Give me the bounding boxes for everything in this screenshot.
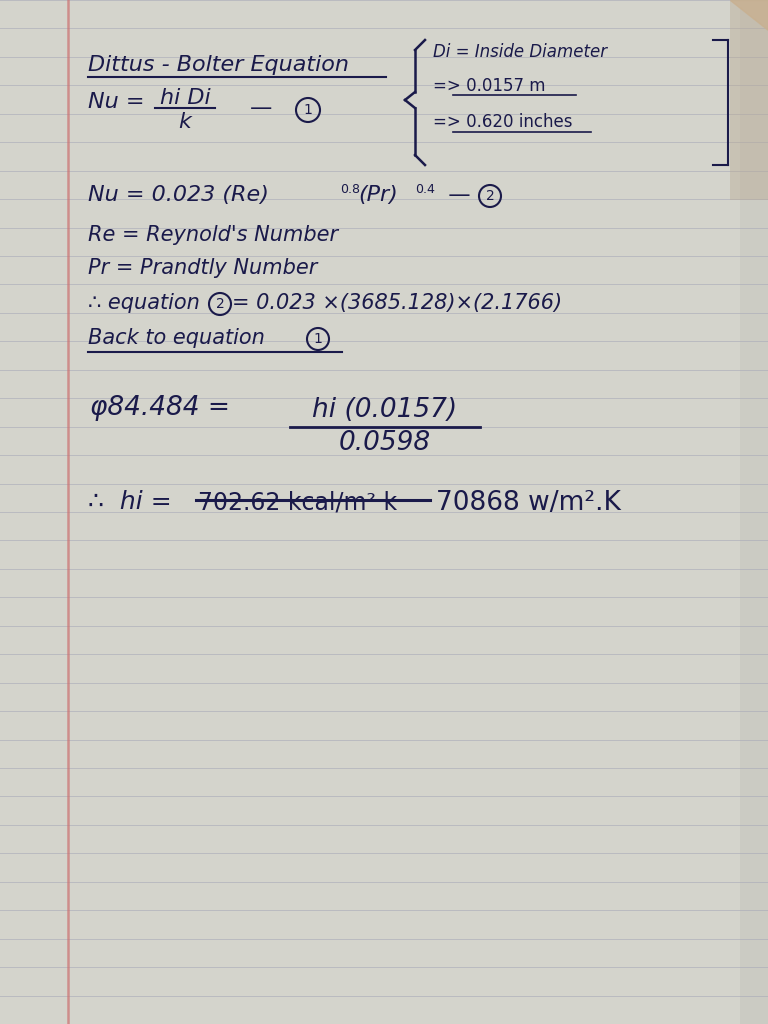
Bar: [0, 51, 768, 102]
Text: φ84.484 =: φ84.484 =: [90, 395, 230, 421]
Text: (Pr): (Pr): [358, 185, 398, 205]
Bar: [0, 922, 768, 973]
Text: 70868 w/m².K: 70868 w/m².K: [436, 490, 621, 516]
Bar: [0, 205, 768, 256]
Bar: [0, 768, 768, 819]
Text: => 0.0157 m: => 0.0157 m: [433, 77, 545, 95]
Bar: [730, 0, 768, 200]
Text: 0.4: 0.4: [415, 183, 435, 196]
Text: => 0.620 inches: => 0.620 inches: [433, 113, 572, 131]
Text: 1: 1: [313, 332, 323, 346]
Text: 0.0598: 0.0598: [339, 430, 431, 456]
Text: Dittus - Bolter Equation: Dittus - Bolter Equation: [88, 55, 349, 75]
Text: ∴ equation: ∴ equation: [88, 293, 200, 313]
Bar: [0, 563, 768, 614]
Bar: [0, 0, 768, 51]
Text: 2: 2: [216, 297, 224, 311]
Text: 702.62 kcal/m² k: 702.62 kcal/m² k: [198, 490, 397, 514]
Polygon shape: [730, 0, 768, 30]
Bar: [0, 102, 768, 154]
Bar: [0, 307, 768, 358]
Text: —: —: [434, 185, 471, 205]
Text: 1: 1: [303, 103, 313, 117]
Bar: [0, 358, 768, 410]
Bar: [0, 256, 768, 307]
Text: Back to equation: Back to equation: [88, 328, 265, 348]
Text: k: k: [179, 112, 191, 132]
Bar: [0, 666, 768, 717]
Text: hi Di: hi Di: [160, 88, 210, 108]
Bar: [0, 410, 768, 461]
Bar: [0, 614, 768, 666]
Text: Pr = Prandtly Number: Pr = Prandtly Number: [88, 258, 317, 278]
Bar: [0, 717, 768, 768]
Bar: [0, 154, 768, 205]
Text: ∴  hi =: ∴ hi =: [88, 490, 172, 514]
Bar: [0, 870, 768, 922]
Text: Di = Inside Diameter: Di = Inside Diameter: [433, 43, 607, 61]
Text: 2: 2: [485, 189, 495, 203]
Text: = 0.023 ×(3685.128)×(2.1766): = 0.023 ×(3685.128)×(2.1766): [232, 293, 562, 313]
Text: —: —: [250, 98, 273, 118]
Bar: [0, 512, 768, 563]
Bar: [0, 819, 768, 870]
Text: Nu =: Nu =: [88, 92, 144, 112]
Bar: [0, 461, 768, 512]
Text: Re = Reynold's Number: Re = Reynold's Number: [88, 225, 338, 245]
Bar: [0, 973, 768, 1024]
Text: hi (0.0157): hi (0.0157): [313, 397, 458, 423]
Text: Nu = 0.023 (Re): Nu = 0.023 (Re): [88, 185, 269, 205]
Text: 0.8: 0.8: [340, 183, 360, 196]
